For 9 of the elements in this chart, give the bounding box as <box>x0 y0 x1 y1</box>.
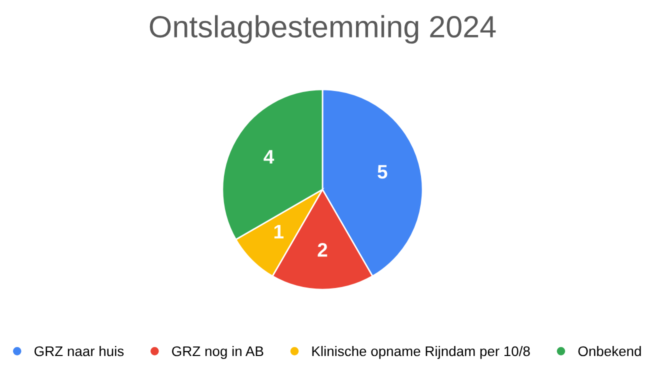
data-label: 5 <box>378 165 388 179</box>
data-label: 1 <box>274 225 284 238</box>
legend-label: GRZ naar huis <box>34 346 124 356</box>
legend-label: GRZ nog in AB <box>172 346 264 359</box>
data-label: 2 <box>318 242 328 257</box>
chart-title: Ontslagbestemming 2024 <box>150 15 496 44</box>
data-label: 4 <box>264 150 274 164</box>
legend-label: Onbekend <box>578 346 641 356</box>
legend-label: Klinische opname Rijndam per 10/8 <box>312 346 530 359</box>
